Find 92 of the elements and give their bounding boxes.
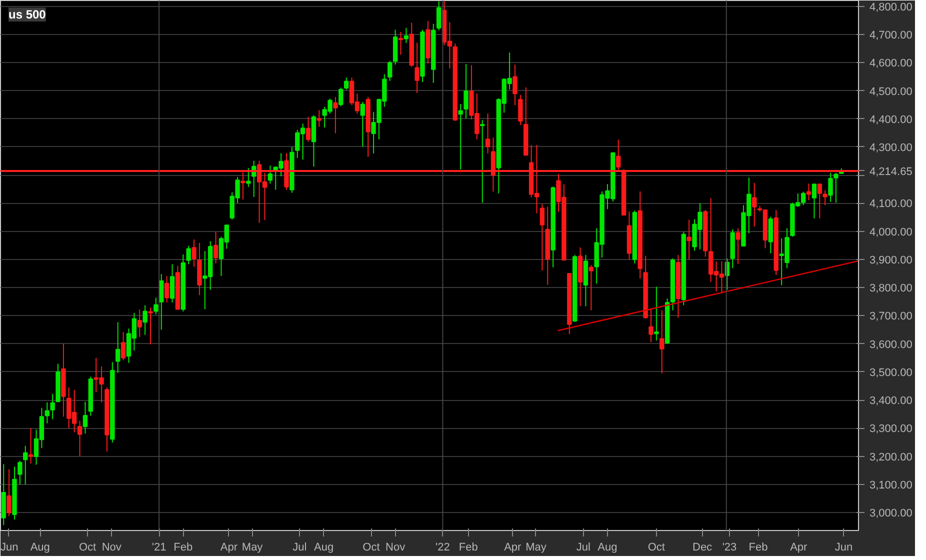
candlestick xyxy=(116,322,120,374)
candlestick xyxy=(148,307,153,345)
candlestick xyxy=(752,182,757,228)
candlestick xyxy=(458,103,463,170)
candlestick xyxy=(154,297,158,315)
candlestick xyxy=(333,96,338,134)
candlestick xyxy=(268,165,273,184)
x-tick-label: May xyxy=(242,542,264,554)
candlestick xyxy=(137,309,142,338)
candlestick xyxy=(464,64,468,119)
y-tick-label: 4,800.00 xyxy=(870,1,912,14)
y-tick-label: 3,800.00 xyxy=(870,282,912,295)
x-tick-label: Oct xyxy=(362,542,380,554)
candlestick xyxy=(480,119,485,204)
x-tick-label: Feb xyxy=(748,542,768,554)
text: us 500 xyxy=(8,8,46,22)
candlestick xyxy=(512,64,518,106)
x-tick-label: Aug xyxy=(314,542,334,554)
candlestick xyxy=(654,286,659,341)
candlestick xyxy=(306,116,311,142)
candlestick xyxy=(28,428,34,464)
candlestick xyxy=(142,304,148,336)
candlestick xyxy=(170,264,175,303)
candlestick xyxy=(186,245,191,265)
y-tick-label: 3,700.00 xyxy=(870,310,912,323)
x-tick-label: Jun xyxy=(0,542,18,554)
y-tick-label: 4,100.00 xyxy=(870,198,912,210)
x-tick-label: Aug xyxy=(598,542,618,554)
candlestick xyxy=(660,310,664,374)
candlestick xyxy=(316,110,322,128)
x-tick-label: Oct xyxy=(648,542,666,554)
x-tick-label: Aug xyxy=(30,542,50,554)
x-tick-label: Nov xyxy=(102,542,122,554)
y-tick-label: 3,400.00 xyxy=(870,395,912,408)
y-tick-label: 4,600.00 xyxy=(870,58,912,70)
y-tick-label: 3,600.00 xyxy=(870,338,912,351)
candlestick xyxy=(404,27,409,44)
candlestick xyxy=(648,308,654,343)
candlestick xyxy=(686,219,692,260)
candlestick xyxy=(164,276,170,303)
y-tick-label: 4,000.00 xyxy=(870,226,912,238)
candlestick xyxy=(6,468,12,517)
y-tick-label: 3,200.00 xyxy=(870,451,912,464)
candlestick xyxy=(518,94,523,126)
candlestick xyxy=(736,228,740,264)
x-tick-label: Feb xyxy=(174,542,193,554)
candlestick xyxy=(192,238,196,268)
candlestick xyxy=(806,183,812,201)
candlestick xyxy=(388,60,392,82)
ref-line-label: 4,214.65 xyxy=(870,166,912,178)
candlestick xyxy=(583,254,588,307)
x-tick-label: Feb xyxy=(458,542,478,554)
x-tick-label: Apr xyxy=(790,542,808,554)
candlestick xyxy=(213,231,218,264)
candlestick xyxy=(588,264,594,311)
candlestick xyxy=(436,0,442,31)
x-tick-label: Jun xyxy=(834,542,853,554)
candlestick xyxy=(338,87,344,107)
candlestick xyxy=(18,460,22,485)
x-tick-label: Nov xyxy=(386,542,406,554)
y-tick-label: 4,700.00 xyxy=(870,30,912,42)
y-tick-label: 3,100.00 xyxy=(870,479,912,492)
y-tick-label: 4,300.00 xyxy=(870,142,912,154)
y-tick-label: 3,900.00 xyxy=(870,254,912,266)
x-tick-label: '21 xyxy=(152,542,166,554)
candlestick xyxy=(768,216,774,254)
candlestick xyxy=(414,42,420,94)
x-tick-label: '23 xyxy=(722,542,737,554)
x-tick-label: Oct xyxy=(78,542,96,554)
candlestick xyxy=(246,168,251,188)
candlestick xyxy=(540,204,545,271)
x-tick-label: Jul xyxy=(576,542,590,554)
y-tick-label: 3,000.00 xyxy=(870,508,912,520)
y-tick-label: 3,500.00 xyxy=(870,366,912,379)
x-tick-label: Apr xyxy=(504,542,522,554)
candlestick xyxy=(77,420,82,456)
x-tick-label: May xyxy=(526,542,547,554)
candlestick xyxy=(344,77,349,90)
x-tick-label: Apr xyxy=(220,542,238,554)
candlestick xyxy=(485,113,490,154)
candlestick xyxy=(120,331,126,361)
x-tick-label: Dec xyxy=(692,542,713,554)
candlestick xyxy=(360,102,366,148)
candlestick xyxy=(82,401,88,434)
candlestick xyxy=(23,445,28,485)
candlestick xyxy=(812,184,817,219)
candlestick xyxy=(398,31,404,56)
y-tick-label: 4,400.00 xyxy=(870,114,912,126)
y-tick-label: 4,500.00 xyxy=(870,86,912,98)
x-tick-label: '22 xyxy=(436,542,450,554)
y-tick-label: 3,300.00 xyxy=(870,423,912,436)
x-tick-label: Jul xyxy=(292,542,307,554)
